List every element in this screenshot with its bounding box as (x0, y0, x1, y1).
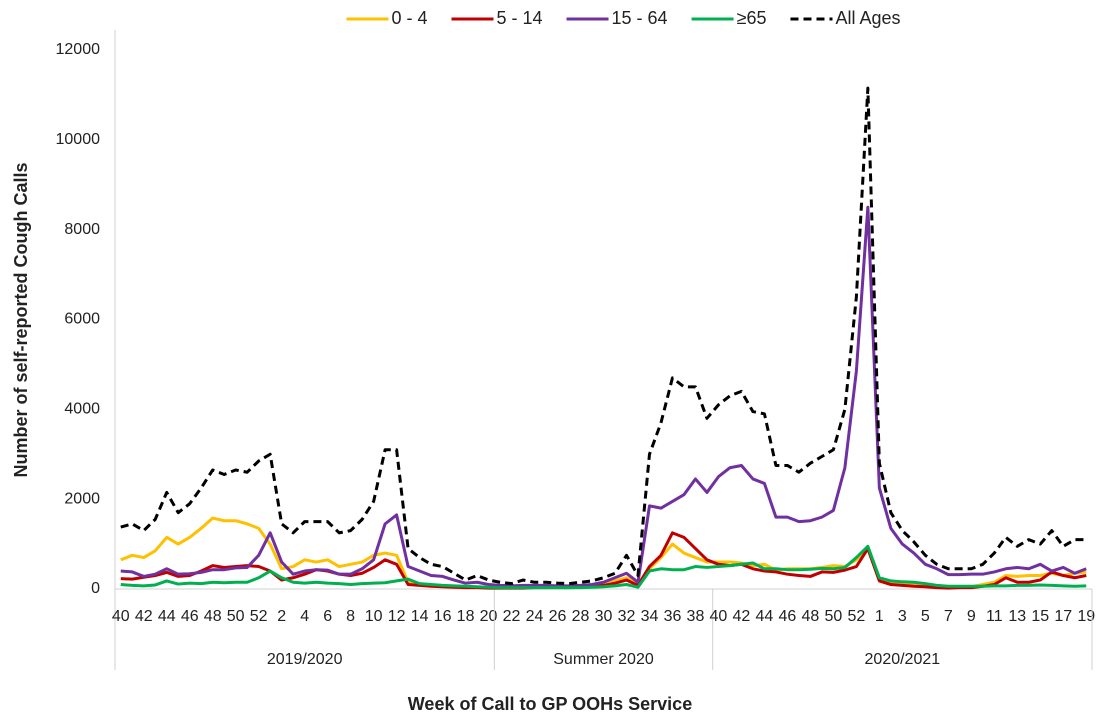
group-label: 2019/2020 (267, 651, 343, 668)
x-tick-label: 32 (618, 608, 636, 625)
y-axis-title: Number of self-reported Cough Calls (11, 162, 31, 477)
x-tick-label: 3 (898, 608, 907, 625)
legend-label: 0 - 4 (391, 8, 427, 28)
group-label: Summer 2020 (553, 651, 654, 668)
legend-label: All Ages (835, 8, 900, 28)
x-tick-label: 46 (779, 608, 797, 625)
x-tick-label: 44 (756, 608, 774, 625)
x-tick-label: 40 (710, 608, 728, 625)
x-tick-label: 11 (986, 608, 1003, 625)
series-line (120, 516, 1087, 590)
y-tick-label: 0 (91, 580, 100, 597)
x-tick-label: 7 (944, 608, 953, 625)
y-tick-label: 6000 (64, 311, 100, 328)
group-label: 2020/2021 (865, 651, 941, 668)
x-tick-label: 52 (847, 608, 865, 625)
x-tick-label: 38 (687, 608, 705, 625)
y-tick-label: 8000 (64, 221, 100, 238)
x-tick-label: 14 (411, 608, 429, 625)
y-tick-label: 12000 (56, 41, 101, 58)
x-tick-label: 40 (112, 608, 130, 625)
x-tick-label: 2 (277, 608, 286, 625)
x-tick-label: 44 (158, 608, 176, 625)
series-line (120, 86, 1087, 586)
x-tick-label: 15 (1031, 608, 1049, 625)
x-tick-label: 10 (365, 608, 383, 625)
x-tick-label: 20 (480, 608, 498, 625)
x-tick-label: 22 (503, 608, 521, 625)
x-tick-label: 48 (204, 608, 222, 625)
legend-label: ≥65 (737, 8, 767, 28)
x-tick-label: 8 (346, 608, 355, 625)
x-tick-label: 17 (1054, 608, 1072, 625)
x-tick-label: 42 (733, 608, 751, 625)
x-tick-label: 42 (135, 608, 153, 625)
legend-label: 5 - 14 (497, 8, 543, 28)
x-tick-label: 50 (227, 608, 245, 625)
x-tick-label: 46 (181, 608, 199, 625)
x-axis-title: Week of Call to GP OOHs Service (408, 694, 692, 714)
x-tick-label: 5 (921, 608, 930, 625)
x-tick-label: 48 (801, 608, 819, 625)
series-line (120, 544, 1087, 590)
x-tick-label: 18 (457, 608, 475, 625)
x-tick-label: 30 (595, 608, 613, 625)
y-tick-label: 2000 (64, 490, 100, 507)
y-tick-label: 10000 (56, 131, 101, 148)
x-tick-label: 16 (434, 608, 452, 625)
x-tick-label: 4 (300, 608, 309, 625)
x-tick-label: 34 (641, 608, 659, 625)
x-tick-label: 12 (388, 608, 406, 625)
x-tick-label: 50 (824, 608, 842, 625)
x-tick-label: 19 (1077, 608, 1095, 625)
x-tick-label: 28 (572, 608, 590, 625)
x-tick-label: 13 (1008, 608, 1026, 625)
y-tick-label: 4000 (64, 401, 100, 418)
x-tick-label: 9 (967, 608, 976, 625)
x-tick-label: 36 (664, 608, 682, 625)
x-tick-label: 24 (526, 608, 544, 625)
x-tick-label: 6 (323, 608, 332, 625)
x-tick-label: 26 (549, 608, 567, 625)
x-tick-label: 1 (875, 608, 884, 625)
legend-label: 15 - 64 (612, 8, 668, 28)
x-tick-label: 52 (250, 608, 268, 625)
series-line (120, 205, 1087, 588)
